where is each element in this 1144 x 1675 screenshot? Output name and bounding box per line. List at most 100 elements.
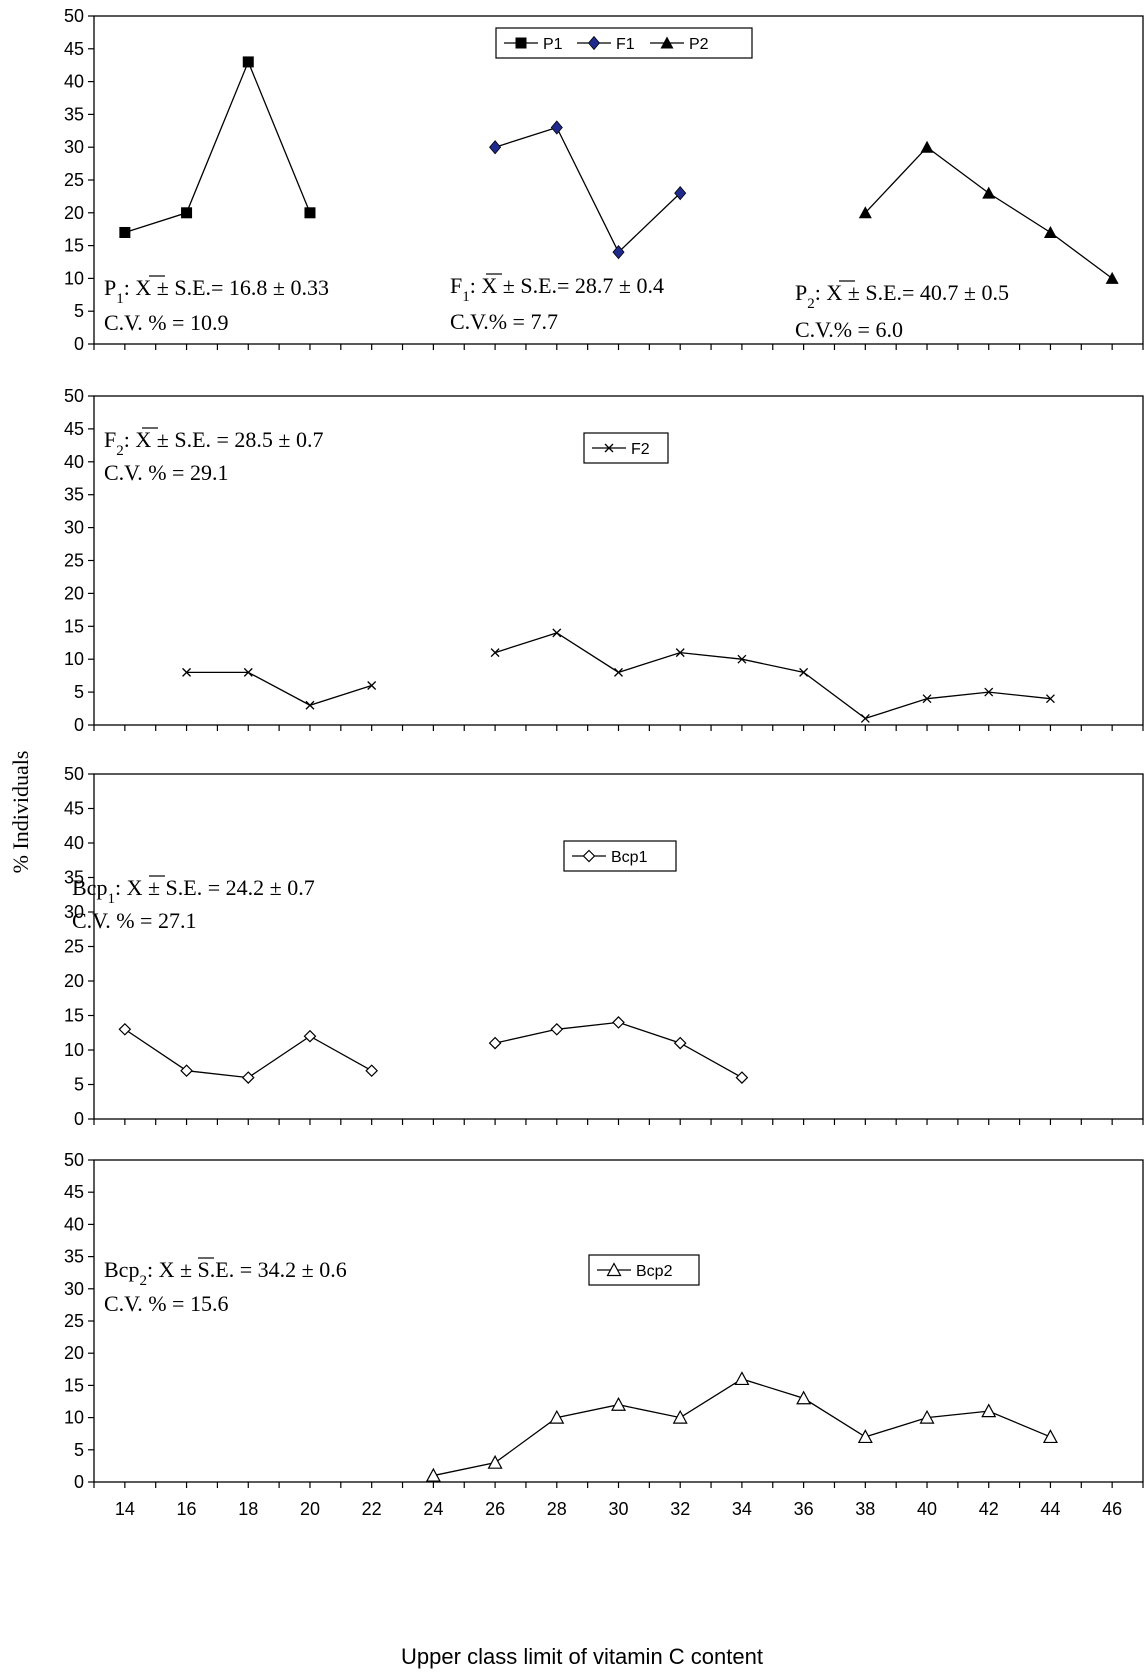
x-tick-label: 28 [547, 1499, 567, 1519]
legend-marker [606, 1262, 622, 1277]
data-point [610, 1396, 627, 1411]
data-point [305, 700, 315, 710]
cv-text: C.V.% = 6.0 [795, 317, 903, 342]
data-point [674, 186, 687, 201]
y-tick-label: 5 [74, 1440, 84, 1460]
y-tick-label: 40 [64, 452, 84, 472]
stats-text: F1: X ± S.E.= 28.7 ± 0.4 [450, 273, 664, 305]
y-tick-label: 15 [64, 1375, 84, 1395]
y-tick-label: 45 [64, 419, 84, 439]
y-tick-label: 40 [64, 1214, 84, 1234]
y-tick-label: 10 [64, 268, 84, 288]
stats-text: P2: X ± S.E.= 40.7 ± 0.5 [795, 280, 1009, 312]
data-point [796, 1390, 812, 1405]
y-tick-label: 0 [74, 334, 84, 354]
y-tick-label: 10 [64, 649, 84, 669]
data-point [487, 1454, 503, 1469]
data-point [981, 1403, 997, 1418]
stats-text: Bcp1: X ± S.E. = 24.2 ± 0.7 [72, 875, 315, 907]
legend-entry: F2 [631, 441, 650, 458]
x-tick-label: 30 [608, 1499, 628, 1519]
data-point [982, 186, 996, 199]
plot-frame [93, 1159, 1144, 1483]
x-tick-label: 18 [238, 1499, 258, 1519]
stats-text: Bcp2: X ± S.E. = 34.2 ± 0.6 [104, 1257, 347, 1289]
data-point [672, 1409, 688, 1424]
data-point [857, 1429, 873, 1444]
stats-annotation: Bcp2: X ± S.E. = 34.2 ± 0.6C.V. % = 15.6 [104, 1257, 347, 1316]
series-line [433, 1378, 1051, 1477]
data-point [858, 206, 872, 219]
stats-annotation: P1: X ± S.E.= 16.8 ± 0.33 C.V. % = 10.9 [104, 275, 329, 335]
stats-annotation: F2: X ± S.E. = 28.5 ± 0.7C.V. % = 29.1 [104, 427, 324, 485]
y-tick-label: 30 [64, 902, 84, 922]
data-point [549, 1409, 565, 1424]
data-point [118, 1022, 132, 1036]
y-tick-label: 0 [74, 715, 84, 735]
series-f2 [182, 628, 1055, 723]
y-tick-label: 25 [64, 937, 84, 957]
y-tick-label: 50 [64, 764, 84, 784]
y-tick-label: 45 [64, 1182, 84, 1202]
x-tick-label: 36 [794, 1499, 814, 1519]
data-point [242, 56, 254, 68]
y-tick-label: 20 [64, 1343, 84, 1363]
legend-entry: F1 [616, 36, 635, 53]
x-axis-label: Upper class limit of vitamin C content [401, 1644, 763, 1669]
data-point [737, 654, 747, 664]
series-line [186, 671, 372, 706]
y-tick-label: 40 [64, 833, 84, 853]
series-line [864, 146, 1113, 279]
stats-annotation: Bcp1: X ± S.E. = 24.2 ± 0.7C.V. % = 27.1 [72, 875, 315, 933]
series-line [124, 1028, 372, 1079]
x-tick-label: 14 [115, 1499, 135, 1519]
legend-marker [604, 443, 614, 453]
x-tick-label: 22 [362, 1499, 382, 1519]
x-tick-label: 32 [670, 1499, 690, 1519]
data-point [675, 648, 685, 658]
data-point [612, 245, 625, 260]
data-point [119, 226, 131, 238]
stats-annotation: F1: X ± S.E.= 28.7 ± 0.4 C.V.% = 7.7 [450, 273, 664, 334]
data-point [919, 1409, 935, 1424]
data-point [180, 1064, 193, 1078]
data-point [673, 1036, 687, 1050]
x-tick-label: 44 [1040, 1499, 1060, 1519]
y-tick-label: 45 [64, 799, 84, 819]
panel-3: 0 5 10 15 20 25 30 35 40 45 50 Bcp1 Bcp1: X ± S.E. =… [64, 764, 1144, 1129]
plot-frame [93, 773, 1144, 1120]
y-tick-label: 35 [64, 104, 84, 124]
cv-text: C.V. % = 15.6 [104, 1291, 228, 1316]
y-tick-label: 30 [64, 518, 84, 538]
y-tick-label: 35 [64, 868, 84, 888]
data-point [1042, 1429, 1058, 1444]
data-point [920, 140, 934, 153]
cv-text: C.V.% = 7.7 [450, 309, 558, 334]
legend-marker [515, 37, 527, 49]
data-point [490, 648, 500, 658]
legend-marker [587, 35, 601, 51]
y-tick-label: 25 [64, 551, 84, 571]
legend: Bcp1 [563, 840, 677, 872]
x-tick-label: 40 [917, 1499, 937, 1519]
data-point [922, 694, 932, 704]
y-tick-label: 25 [64, 1311, 84, 1331]
y-tick-label: 25 [64, 170, 84, 190]
y-tick-label: 35 [64, 485, 84, 505]
series-line [494, 1021, 743, 1079]
y-tick-label: 0 [74, 1472, 84, 1492]
y-tick-label: 15 [64, 616, 84, 636]
x-tick-label: 24 [423, 1499, 443, 1519]
y-tick-label: 50 [64, 1150, 84, 1170]
stats-text: F2: X ± S.E. = 28.5 ± 0.7 [104, 427, 324, 459]
cv-text: C.V. % = 29.1 [104, 460, 228, 485]
data-point [489, 140, 502, 155]
legend: Bcp2 [588, 1254, 700, 1286]
panel-2: 0 5 10 15 20 25 30 35 40 45 50 F2 F2: X ± S.E. = 28.… [64, 386, 1144, 735]
data-point [425, 1467, 441, 1482]
series-line [494, 126, 681, 254]
data-point [552, 628, 562, 638]
data-point [181, 207, 193, 219]
legend: F2 [583, 432, 669, 464]
